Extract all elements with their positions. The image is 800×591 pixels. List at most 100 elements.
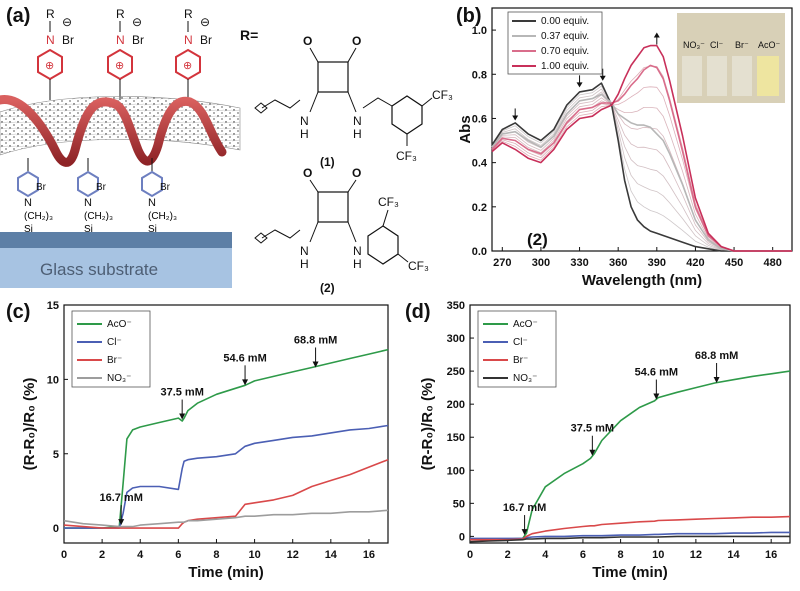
x-tick-label: 0 <box>467 549 473 561</box>
top-pyridinium-1: R N Br ⊖ ⊕ <box>37 7 74 100</box>
concentration-label: 16.7 mM <box>99 492 142 504</box>
benzene-ring-icon <box>391 95 423 135</box>
top-pyridinium-2: R N Br ⊖ ⊕ <box>107 7 144 100</box>
x-tick-label: 0 <box>61 549 67 561</box>
x-tick-label: 300 <box>532 257 550 269</box>
vial-icon <box>707 56 727 96</box>
br-label: Br <box>96 182 107 193</box>
concentration-label: 54.6 mM <box>635 367 678 379</box>
series-line-1-00-equiv- <box>491 44 792 252</box>
concentration-label: 68.8 mM <box>695 350 738 362</box>
panel-d-annotations: 16.7 mM 37.5 mM 54.6 mM 68.8 mM <box>503 350 738 536</box>
h-atom: H <box>300 257 309 271</box>
x-tick-label: 4 <box>542 549 549 561</box>
arrow-head-icon <box>576 82 583 88</box>
compound-1-label: (1) <box>320 155 335 169</box>
legend-label: Br⁻ <box>107 355 122 366</box>
si-label: Si <box>84 224 93 235</box>
vial-icon <box>732 56 752 96</box>
arrow-head-icon <box>312 361 319 368</box>
plus-sign: ⊕ <box>45 60 54 72</box>
plus-sign: ⊕ <box>183 60 192 72</box>
legend-label: Br⁻ <box>513 355 528 366</box>
panel-d-label: (d) <box>405 301 431 323</box>
y-tick-label: 300 <box>447 333 465 345</box>
r-label: R <box>46 7 55 21</box>
x-tick-label: 12 <box>287 549 299 561</box>
arrow-head-icon <box>589 449 596 456</box>
plot-frame <box>491 7 793 252</box>
benzene-ring-icon <box>367 225 399 265</box>
r-label: R <box>184 7 193 21</box>
inset-label: Cl⁻ <box>710 40 723 50</box>
si-label: Si <box>24 224 33 235</box>
panel-b-label: (b) <box>456 5 482 27</box>
x-tick-label: 4 <box>137 549 144 561</box>
glass-substrate <box>0 248 232 288</box>
cf3-group: CF₃ <box>396 149 417 163</box>
concentration-label: 54.6 mM <box>223 352 266 364</box>
chain-label: (CH₂)₃ <box>24 211 53 222</box>
squaramide-ring-icon <box>317 61 349 93</box>
helix-icon <box>0 95 227 167</box>
n-label: N <box>46 33 55 47</box>
concentration-label: 68.8 mM <box>294 334 337 346</box>
x-tick-label: 480 <box>764 257 782 269</box>
br-label: Br <box>36 182 47 193</box>
minus-sign: ⊖ <box>62 15 72 29</box>
legend-label: AcO⁻ <box>107 319 132 330</box>
concentration-label: 37.5 mM <box>160 387 203 399</box>
y-tick-label: 0.4 <box>472 158 488 170</box>
x-tick-label: 330 <box>570 257 588 269</box>
plus-sign: ⊕ <box>115 60 124 72</box>
pyridine-ring-icon <box>77 170 99 198</box>
series-line-intermediate-5 <box>491 97 792 252</box>
y-tick-label: 50 <box>453 498 465 510</box>
arrow-head-icon <box>713 377 720 384</box>
panel-d-legend: AcO⁻ Cl⁻ Br⁻ NO₃⁻ <box>477 310 557 388</box>
arrow-head-icon <box>242 379 249 386</box>
legend-label: Cl⁻ <box>513 337 528 348</box>
substrate-label: Glass substrate <box>40 260 158 279</box>
series-line-cl- <box>64 424 389 529</box>
x-tick-label: 420 <box>686 257 704 269</box>
legend-label: 0.70 equiv. <box>541 46 589 57</box>
y-tick-label: 100 <box>447 465 465 477</box>
series-line-no- <box>63 509 389 528</box>
x-tick-label: 6 <box>580 549 586 561</box>
series-line-0-00-equiv- <box>491 82 792 252</box>
y-tick-label: 5 <box>53 449 59 461</box>
y-axis-title: (R-R₀)/R₀ (%) <box>419 378 436 471</box>
n-label: N <box>148 197 156 209</box>
series-line-0-37-equiv- <box>491 93 792 252</box>
n-label: N <box>84 197 92 209</box>
y-tick-label: 10 <box>47 374 59 386</box>
x-tick-label: 10 <box>652 549 664 561</box>
n-atom: N <box>300 114 309 128</box>
series-line-aco- <box>470 370 791 541</box>
o-atom: O <box>352 166 361 180</box>
n-atom: N <box>353 244 362 258</box>
x-axis-title: Time (min) <box>592 564 668 581</box>
arrow-head-icon <box>118 519 125 526</box>
panel-b-inset-photo: NO₃⁻ Cl⁻ Br⁻ AcO⁻ <box>677 13 785 103</box>
series-line-aco- <box>64 348 389 529</box>
arrow-head-icon <box>512 115 519 121</box>
y-tick-label: 0 <box>459 531 465 543</box>
x-tick-label: 16 <box>363 549 375 561</box>
panel-a-label: (a) <box>6 5 30 27</box>
top-pyridinium-groups: R N Br ⊖ ⊕ R N Br ⊖ ⊕ R <box>37 7 212 100</box>
compound-1-structure: N H O O N H CF₃ CF₃ (1) <box>254 34 453 169</box>
x-tick-label: 6 <box>175 549 181 561</box>
h-atom: H <box>353 257 362 271</box>
series-line-intermediate-4 <box>491 94 792 252</box>
legend-label: 0.37 equiv. <box>541 31 589 42</box>
n-atom: N <box>300 244 309 258</box>
compound-2-structure: N H O O N H CF₃ CF₃ (2) <box>254 166 429 295</box>
y-tick-label: 0.0 <box>472 246 487 258</box>
plot-frame <box>469 304 791 544</box>
panel-b-axes: 270 300 330 360 390 420 450 480 0.0 0.2 0.4 0.6 0.8 1… <box>457 7 793 289</box>
x-tick-label: 16 <box>765 549 777 561</box>
